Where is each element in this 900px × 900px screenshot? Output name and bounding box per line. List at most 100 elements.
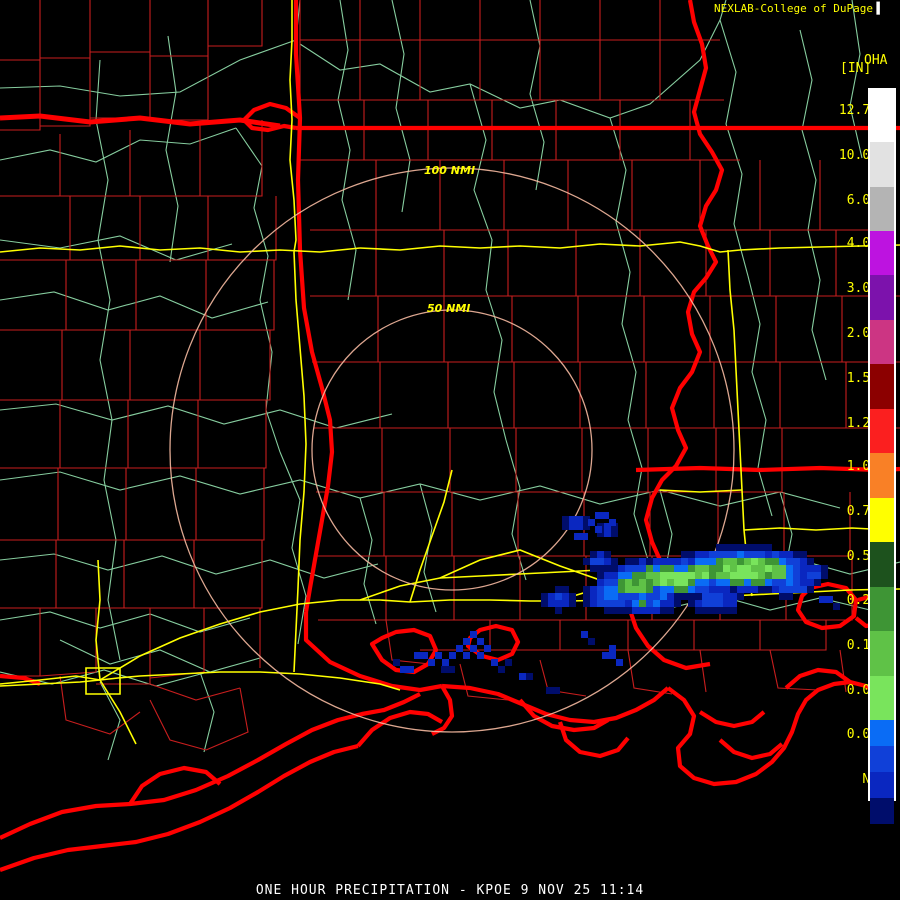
echo-cell <box>730 565 737 572</box>
echo-cell <box>681 579 688 586</box>
echo-cell <box>793 551 800 558</box>
echo-cell <box>602 512 609 519</box>
echo-cell <box>604 565 611 572</box>
echo-cell <box>772 551 779 558</box>
echo-cell <box>758 565 765 572</box>
echo-cell <box>744 586 751 593</box>
range-ring-100-nmi <box>169 167 735 733</box>
echo-cell <box>639 579 646 586</box>
echo-cell <box>723 593 730 600</box>
echo-cell <box>723 558 730 565</box>
echo-cell <box>716 579 723 586</box>
echo-cell <box>779 579 786 586</box>
echo-cell <box>716 551 723 558</box>
colorbar-segment-2 <box>870 187 894 231</box>
echo-cell <box>597 586 604 593</box>
echo-cell <box>583 600 590 607</box>
echo-cell <box>653 607 660 614</box>
echo-cell <box>758 551 765 558</box>
credit-trailing-glyph: ▐ <box>872 2 880 15</box>
echo-cell <box>709 558 716 565</box>
echo-cell <box>653 600 660 607</box>
echo-cell <box>604 607 611 614</box>
echo-cell <box>611 565 618 572</box>
colorbar-segment-4 <box>870 275 894 320</box>
echo-cell <box>604 558 611 565</box>
echo-cell <box>583 558 590 565</box>
echo-cell <box>800 565 807 572</box>
echo-cell <box>562 593 569 600</box>
colorbar-segment-13 <box>870 676 894 720</box>
echo-cell <box>814 565 821 572</box>
echo-cell <box>576 516 583 523</box>
echo-cell <box>583 523 590 530</box>
echo-cell <box>618 565 625 572</box>
echo-cell <box>793 558 800 565</box>
echo-cell <box>660 593 667 600</box>
echo-cell <box>618 600 625 607</box>
echo-cell <box>779 558 786 565</box>
echo-cell <box>786 593 793 600</box>
echo-cell <box>541 593 548 600</box>
echo-cell <box>702 551 709 558</box>
echo-cell <box>737 586 744 593</box>
echo-cell <box>442 659 449 666</box>
echo-cell <box>751 558 758 565</box>
echo-cell <box>604 523 611 530</box>
echo-cell <box>730 600 737 607</box>
colorbar[interactable] <box>868 88 896 879</box>
colorbar-segment-6 <box>870 364 894 409</box>
echo-cell <box>526 673 533 680</box>
echo-cell <box>498 666 505 673</box>
echo-cell <box>667 558 674 565</box>
echo-cell <box>414 652 421 659</box>
echo-cell <box>639 586 646 593</box>
echo-cell <box>786 565 793 572</box>
echo-cell <box>477 652 484 659</box>
echo-cell <box>611 558 618 565</box>
echo-cell <box>716 607 723 614</box>
echo-cell <box>653 579 660 586</box>
echo-cell <box>695 565 702 572</box>
echo-cell <box>562 516 569 523</box>
echo-cell <box>751 586 758 593</box>
echo-cell <box>632 607 639 614</box>
echo-cell <box>772 565 779 572</box>
echo-cell <box>588 638 595 645</box>
echo-cell <box>611 586 618 593</box>
echo-cell <box>604 530 611 537</box>
echo-cell <box>716 558 723 565</box>
echo-cell <box>786 558 793 565</box>
echo-cell <box>667 572 674 579</box>
echo-cell <box>639 593 646 600</box>
echo-cell <box>576 523 583 530</box>
echo-cell <box>758 579 765 586</box>
echo-cell <box>611 523 618 530</box>
echo-cell <box>765 544 772 551</box>
echo-cell <box>484 645 491 652</box>
colorbar-segment-10 <box>870 542 894 587</box>
echo-cell <box>730 579 737 586</box>
echo-cell <box>639 600 646 607</box>
echo-cell <box>765 586 772 593</box>
echo-cell <box>667 586 674 593</box>
colorbar-segment-8 <box>870 453 894 498</box>
site-id-label: OHA <box>864 53 888 68</box>
echo-cell <box>674 593 681 600</box>
echo-cell <box>604 593 611 600</box>
echo-cell <box>702 607 709 614</box>
echo-cell <box>744 572 751 579</box>
echo-cell <box>597 572 604 579</box>
echo-cell <box>709 586 716 593</box>
echo-cell <box>588 519 595 526</box>
echo-cell <box>772 572 779 579</box>
state-boundary-accent <box>0 113 281 129</box>
echo-cell <box>709 551 716 558</box>
echo-cell <box>463 638 470 645</box>
echo-cell <box>695 558 702 565</box>
echo-cell <box>611 600 618 607</box>
echo-cell <box>653 565 660 572</box>
echo-cell <box>744 544 751 551</box>
